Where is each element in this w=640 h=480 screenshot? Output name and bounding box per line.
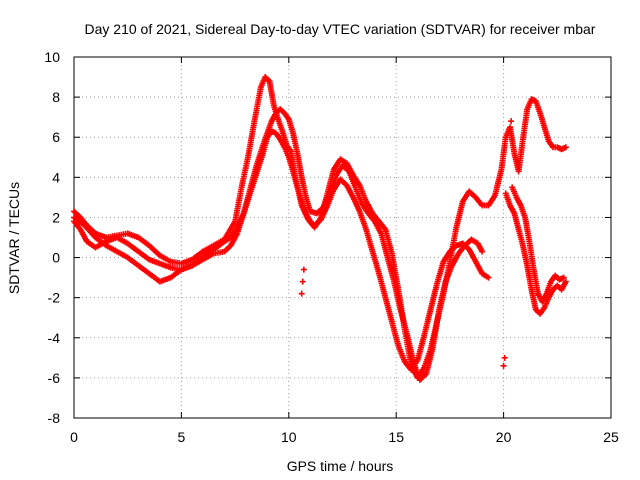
y-tick-label: 10	[44, 49, 60, 65]
plus-marker	[508, 118, 515, 125]
x-tick-label: 15	[388, 429, 404, 445]
x-axis-label: GPS time / hours	[287, 458, 394, 474]
series-trace-5	[509, 184, 567, 305]
y-tick-label: 2	[52, 209, 60, 225]
y-tick-label: 4	[52, 169, 60, 185]
x-tick-label: 0	[70, 429, 78, 445]
y-tick-label: 0	[52, 250, 60, 266]
y-tick-label: 6	[52, 129, 60, 145]
series-trace-3	[71, 128, 492, 373]
plus-marker	[562, 278, 569, 285]
plus-marker	[298, 290, 305, 297]
x-tick-labels: 0 5 10 15 20 25	[70, 429, 619, 445]
y-tick-labels: -8 -6 -4 -2 0 2 4 6 8 10	[44, 49, 60, 426]
plus-marker	[560, 274, 567, 281]
x-tick-label: 5	[178, 429, 186, 445]
plus-marker	[299, 278, 306, 285]
chart-title: Day 210 of 2021, Sidereal Day-to-day VTE…	[85, 21, 596, 37]
x-tick-label: 20	[496, 429, 512, 445]
plus-marker	[485, 274, 492, 281]
y-tick-label: -4	[48, 330, 61, 346]
series-outliers	[298, 118, 515, 369]
plus-marker	[507, 126, 514, 133]
data-points	[71, 74, 569, 383]
y-tick-label: 8	[52, 89, 60, 105]
plus-marker	[500, 362, 507, 369]
y-tick-label: -6	[48, 370, 61, 386]
plus-marker	[479, 248, 486, 255]
y-tick-label: -2	[48, 290, 61, 306]
plus-marker	[300, 266, 307, 273]
plus-marker	[562, 144, 569, 151]
series-trace-4	[502, 190, 569, 317]
y-axis-label: SDTVAR / TECUs	[6, 182, 22, 294]
grid	[74, 57, 611, 418]
x-tick-label: 25	[603, 429, 619, 445]
plot-frame	[73, 56, 612, 419]
x-tick-label: 10	[281, 429, 297, 445]
plus-marker	[501, 354, 508, 361]
y-tick-label: -8	[48, 410, 61, 426]
axis-ticks	[73, 56, 612, 419]
series-trace-1	[71, 74, 569, 381]
